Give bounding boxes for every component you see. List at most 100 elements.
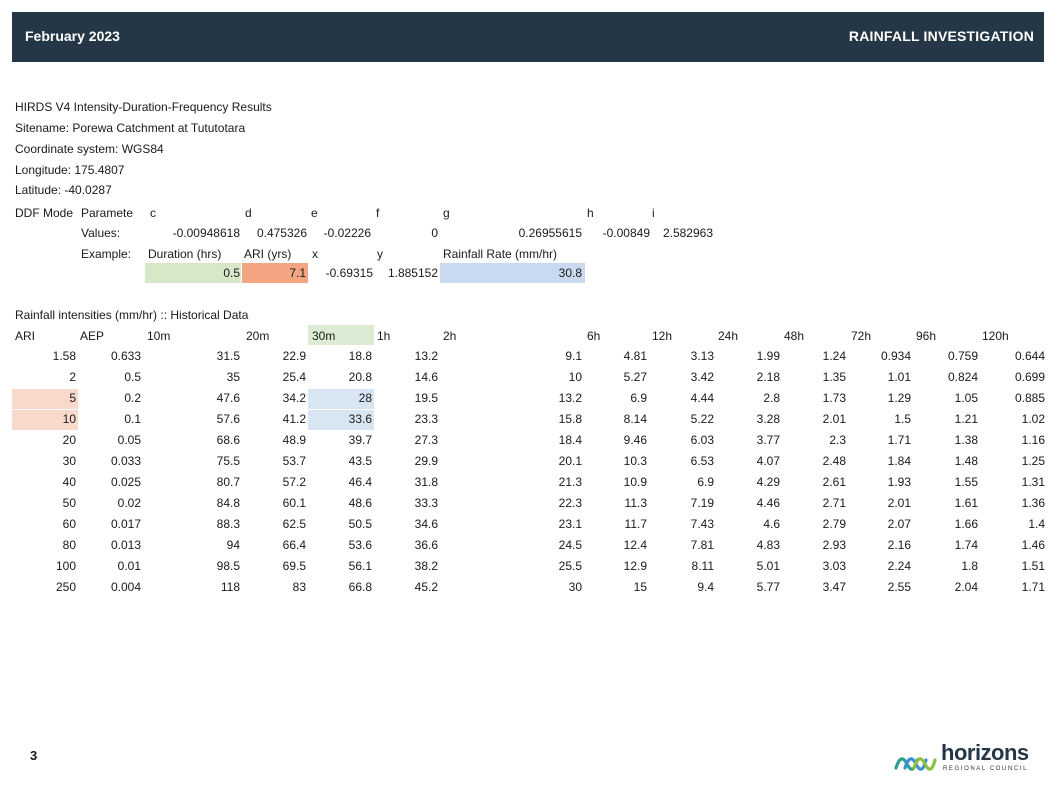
example-value-4: 30.8	[558, 266, 582, 280]
table-cell: 13.2	[414, 349, 438, 363]
table-cell: 22.3	[558, 496, 582, 510]
table-cell: 3.77	[756, 433, 780, 447]
table-cell: 9.4	[697, 580, 714, 594]
table-cell: 2.04	[954, 580, 978, 594]
table-cell: 11.3	[624, 496, 647, 510]
table-cell: 0.1	[124, 412, 141, 426]
column-header-30m: 30m	[312, 329, 336, 343]
table-cell: 30	[62, 454, 76, 468]
header-date: February 2023	[25, 28, 120, 44]
column-header-aep: AEP	[80, 329, 105, 343]
table-cell: 53.6	[348, 538, 372, 552]
table-cell: 5.22	[690, 412, 714, 426]
meta-latitude: Latitude: -40.0287	[15, 183, 112, 197]
table-cell: 1.84	[887, 454, 911, 468]
table-cell: 41.2	[282, 412, 306, 426]
table-cell: 18.4	[558, 433, 582, 447]
table-cell: 57.2	[282, 475, 306, 489]
table-cell: 1.5	[894, 412, 911, 426]
table-cell: 7.43	[690, 517, 714, 531]
table-cell: 100	[55, 559, 76, 573]
table-cell: 75.5	[216, 454, 240, 468]
table-cell: 1.16	[1021, 433, 1045, 447]
table-cell: 0.033	[110, 454, 141, 468]
table-cell: 43.5	[348, 454, 372, 468]
table-cell: 60	[62, 517, 76, 531]
table-cell: 2.07	[887, 517, 911, 531]
table-cell: 0.02	[117, 496, 141, 510]
table-cell: 9.46	[623, 433, 647, 447]
param-e: e	[311, 206, 318, 220]
table-cell: 1.71	[887, 433, 911, 447]
column-header-2h: 2h	[443, 329, 457, 343]
cell-33-6-highlight	[308, 410, 374, 430]
example-label: Example:	[81, 247, 132, 261]
table-cell: 4.83	[756, 538, 780, 552]
table-cell: 83	[292, 580, 306, 594]
table-cell: 4.81	[623, 349, 647, 363]
table-cell: 1.8	[961, 559, 978, 573]
table-cell: 9.1	[565, 349, 582, 363]
table-cell: 20	[62, 433, 76, 447]
column-header-20m: 20m	[246, 329, 270, 343]
table-cell: 3.42	[690, 370, 714, 384]
table-cell: 4.6	[763, 517, 780, 531]
meta-sitename: Sitename: Porewa Catchment at Tututotara	[15, 121, 246, 135]
table-cell: 1.55	[954, 475, 978, 489]
column-header-12h: 12h	[652, 329, 673, 343]
table-cell: 0.759	[947, 349, 978, 363]
table-cell: 12.9	[623, 559, 647, 573]
param-value-h: -0.00849	[602, 226, 650, 240]
column-header-6h: 6h	[587, 329, 601, 343]
header-30m-highlight	[308, 325, 374, 345]
table-cell: 98.5	[216, 559, 240, 573]
table-cell: 0.5	[124, 370, 141, 384]
column-header-ari: ARI	[15, 329, 36, 343]
table-cell: 6.03	[690, 433, 714, 447]
logo-subtitle: REGIONAL COUNCIL	[943, 766, 1029, 772]
table-cell: 35	[226, 370, 240, 384]
table-cell: 0.05	[117, 433, 141, 447]
param-value-g: 0.26955615	[518, 226, 582, 240]
table-cell: 23.3	[414, 412, 438, 426]
table-cell: 250	[55, 580, 76, 594]
table-cell: 1.73	[822, 391, 846, 405]
rainfall-rate-cell-highlight	[440, 263, 585, 283]
param-value-d: 0.475326	[256, 226, 307, 240]
duration-cell-highlight	[145, 263, 241, 283]
header-title: RAINFALL INVESTIGATION	[848, 28, 1034, 44]
table-cell: 2.79	[822, 517, 846, 531]
table-cell: 30	[568, 580, 582, 594]
table-cell: 2.48	[822, 454, 846, 468]
table-cell: 4.46	[756, 496, 780, 510]
table-cell: 38.2	[414, 559, 438, 573]
table-cell: 46.4	[348, 475, 372, 489]
table-cell: 10.9	[623, 475, 647, 489]
table-cell: 118	[220, 580, 240, 594]
table-cell: 50.5	[348, 517, 372, 531]
table-cell: 5.77	[756, 580, 780, 594]
table-cell: 2.93	[822, 538, 846, 552]
page-number: 3	[30, 748, 38, 763]
param-c: c	[150, 206, 156, 220]
table-cell: 50	[62, 496, 76, 510]
table-cell: 11.7	[624, 517, 647, 531]
table-cell: 53.7	[282, 454, 306, 468]
table-cell: 4.07	[756, 454, 780, 468]
table-cell: 1.66	[954, 517, 978, 531]
table-cell: 23.1	[558, 517, 582, 531]
param-f: f	[376, 206, 380, 220]
example-header-3: y	[377, 247, 383, 261]
ari-10-highlight	[12, 410, 78, 430]
table-cell: 2.55	[887, 580, 911, 594]
table-cell: 1.02	[1021, 412, 1045, 426]
param-value-f: 0	[431, 226, 438, 240]
table-cell: 1.4	[1028, 517, 1045, 531]
table-cell: 25.4	[282, 370, 306, 384]
table-cell: 1.51	[1021, 559, 1045, 573]
table-cell: 1.99	[756, 349, 780, 363]
table-title: Rainfall intensities (mm/hr) :: Historic…	[15, 308, 249, 322]
table-cell: 7.81	[690, 538, 714, 552]
table-cell: 14.6	[414, 370, 438, 384]
example-header-1: ARI (yrs)	[244, 247, 292, 261]
